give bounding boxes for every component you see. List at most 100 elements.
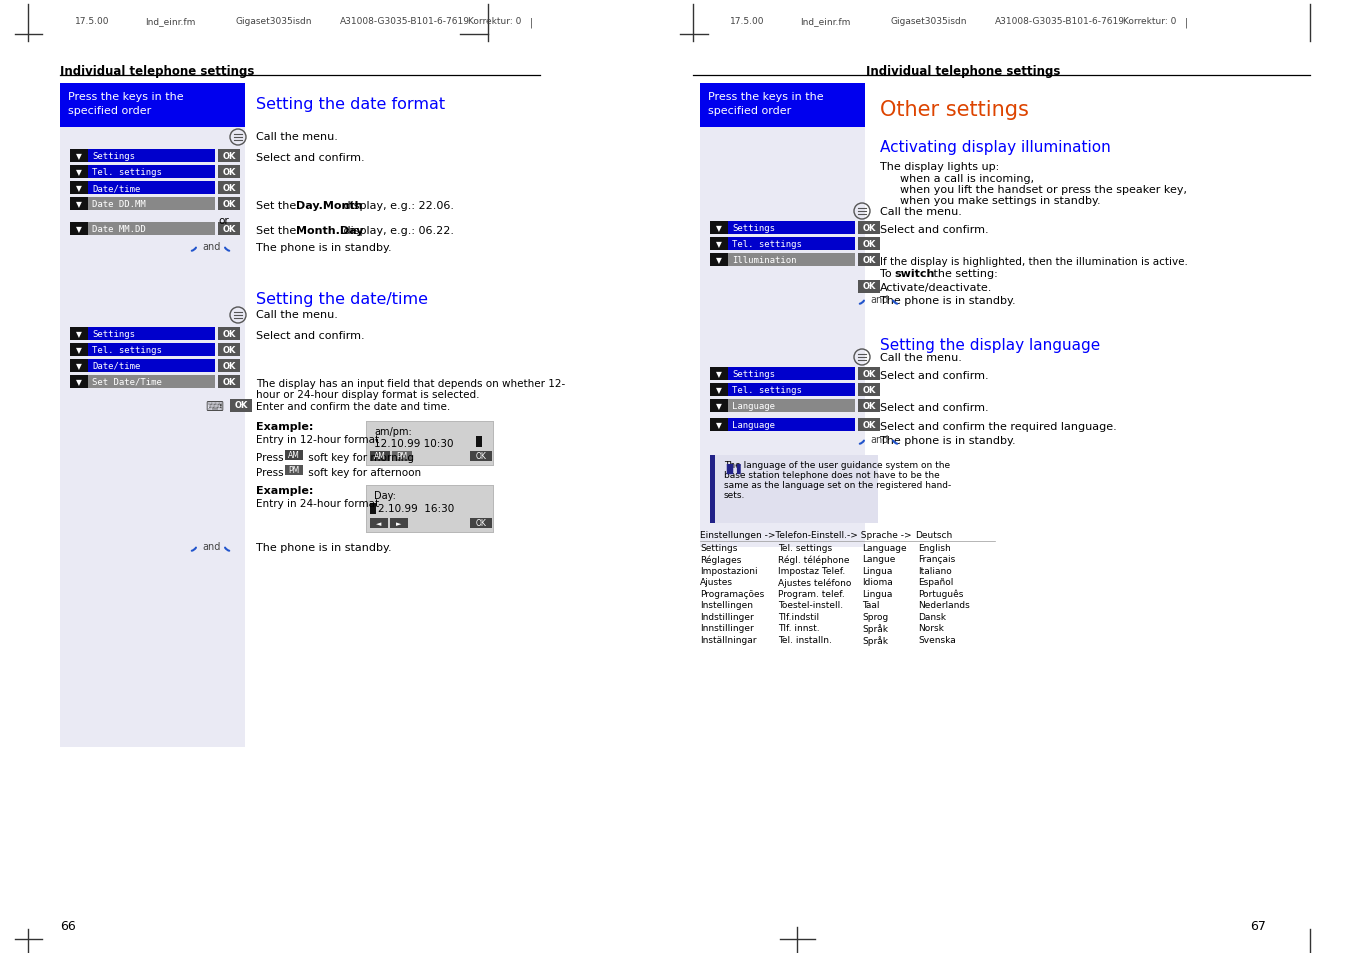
Text: Language: Language [863, 543, 907, 553]
Text: Deutsch: Deutsch [915, 531, 952, 539]
Text: ▼: ▼ [716, 420, 722, 430]
Bar [217, 198, 240, 211]
Bar [859, 237, 880, 251]
Text: ▐▌▌: ▐▌▌ [722, 463, 744, 474]
Text: 12.10.99 10:30: 12.10.99 10:30 [374, 438, 454, 449]
Text: the setting:: the setting: [930, 269, 998, 278]
Bar [370, 518, 387, 529]
Text: Set the: Set the [256, 226, 300, 235]
Text: display, e.g.: 06.22.: display, e.g.: 06.22. [340, 226, 454, 235]
Text: Ind_einr.fm: Ind_einr.fm [801, 17, 850, 26]
Text: Sprog: Sprog [863, 613, 888, 621]
Bar [88, 166, 215, 179]
Text: Korrektur: 0: Korrektur: 0 [1123, 17, 1176, 26]
Text: OK: OK [863, 370, 876, 378]
Text: Other settings: Other settings [880, 100, 1029, 120]
Bar [710, 222, 728, 234]
Text: Español: Español [918, 578, 953, 587]
Text: The phone is in standby.: The phone is in standby. [880, 436, 1015, 446]
Bar [728, 368, 855, 380]
Text: The display lights up:: The display lights up: [880, 162, 999, 172]
Text: Activating display illumination: Activating display illumination [880, 140, 1111, 154]
Text: Einstellungen ->Telefon-Einstell.-> Sprache ->: Einstellungen ->Telefon-Einstell.-> Spra… [701, 531, 911, 539]
Bar [88, 198, 215, 211]
Text: or: or [217, 215, 228, 226]
Text: Select and confirm.: Select and confirm. [880, 402, 988, 413]
Bar [367, 422, 493, 465]
Bar [70, 150, 88, 163]
Bar [217, 328, 240, 340]
Text: The phone is in standby.: The phone is in standby. [880, 295, 1015, 306]
Text: base station telephone does not have to be the: base station telephone does not have to … [724, 471, 940, 479]
Bar [859, 368, 880, 380]
Bar [217, 182, 240, 194]
Text: Setting the date/time: Setting the date/time [256, 292, 428, 307]
Text: Italiano: Italiano [918, 566, 952, 576]
Text: Norsk: Norsk [918, 624, 944, 633]
Bar [701, 84, 865, 128]
Text: Settings: Settings [701, 543, 737, 553]
Bar [70, 328, 88, 340]
Bar [392, 452, 412, 461]
Bar [217, 375, 240, 389]
Bar [710, 456, 716, 523]
Text: Régl. téléphone: Régl. téléphone [778, 555, 849, 564]
Text: Tel. settings: Tel. settings [732, 240, 802, 249]
Text: Entry in 24-hour format: Entry in 24-hour format [256, 498, 379, 509]
Text: Language: Language [732, 401, 775, 411]
Text: and: and [202, 242, 220, 252]
Text: Tel. installn.: Tel. installn. [778, 636, 832, 644]
Text: Inställningar: Inställningar [701, 636, 756, 644]
Text: ▼: ▼ [716, 370, 722, 378]
Text: Call the menu.: Call the menu. [256, 310, 338, 319]
Text: Gigaset3035isdn: Gigaset3035isdn [890, 17, 967, 26]
Text: 66: 66 [59, 919, 76, 932]
Text: Call the menu.: Call the menu. [880, 353, 961, 363]
Bar [470, 452, 491, 461]
Bar [88, 344, 215, 356]
Text: Impostaz Telef.: Impostaz Telef. [778, 566, 845, 576]
Bar [470, 518, 491, 529]
Bar [70, 359, 88, 373]
Bar [88, 182, 215, 194]
Bar [859, 222, 880, 234]
Text: Taal: Taal [863, 601, 879, 610]
Bar [88, 359, 215, 373]
Text: Day.Month: Day.Month [296, 201, 363, 211]
Text: OK: OK [863, 420, 876, 430]
Text: when you lift the handset or press the speaker key,: when you lift the handset or press the s… [900, 185, 1187, 194]
Text: ▼: ▼ [716, 240, 722, 249]
Bar [285, 451, 302, 460]
Text: Activate/deactivate.: Activate/deactivate. [880, 283, 992, 293]
Text: Indstillinger: Indstillinger [701, 613, 753, 621]
Text: Idioma: Idioma [863, 578, 892, 587]
Text: Dansk: Dansk [918, 613, 946, 621]
Text: Individual telephone settings: Individual telephone settings [59, 65, 254, 78]
Text: Language: Language [732, 420, 775, 430]
Text: OK: OK [223, 168, 236, 177]
Text: ▼: ▼ [76, 168, 82, 177]
Text: |: | [1185, 17, 1188, 28]
Text: ▼: ▼ [76, 361, 82, 371]
Text: OK: OK [235, 401, 247, 410]
Bar [728, 399, 855, 413]
Text: 17.5.00: 17.5.00 [76, 17, 109, 26]
Text: Press: Press [256, 453, 288, 462]
Text: Toestel-instell.: Toestel-instell. [778, 601, 844, 610]
Text: Impostazioni: Impostazioni [701, 566, 757, 576]
Text: Lingua: Lingua [863, 589, 892, 598]
Text: ◄: ◄ [377, 520, 382, 526]
Bar [859, 418, 880, 432]
Text: |: | [531, 17, 533, 28]
Text: Press the keys in the: Press the keys in the [68, 91, 184, 102]
Text: Select and confirm.: Select and confirm. [256, 331, 364, 340]
Text: specified order: specified order [707, 106, 791, 116]
Text: Instellingen: Instellingen [701, 601, 753, 610]
Text: and: and [869, 294, 888, 305]
Text: same as the language set on the registered hand-: same as the language set on the register… [724, 480, 952, 490]
Text: Date/time: Date/time [92, 361, 140, 371]
Text: A31008-G3035-B101-6-7619: A31008-G3035-B101-6-7619 [340, 17, 470, 26]
Text: OK: OK [863, 255, 876, 265]
Text: Call the menu.: Call the menu. [256, 132, 338, 142]
Text: 2.10.99  16:30: 2.10.99 16:30 [378, 503, 454, 514]
